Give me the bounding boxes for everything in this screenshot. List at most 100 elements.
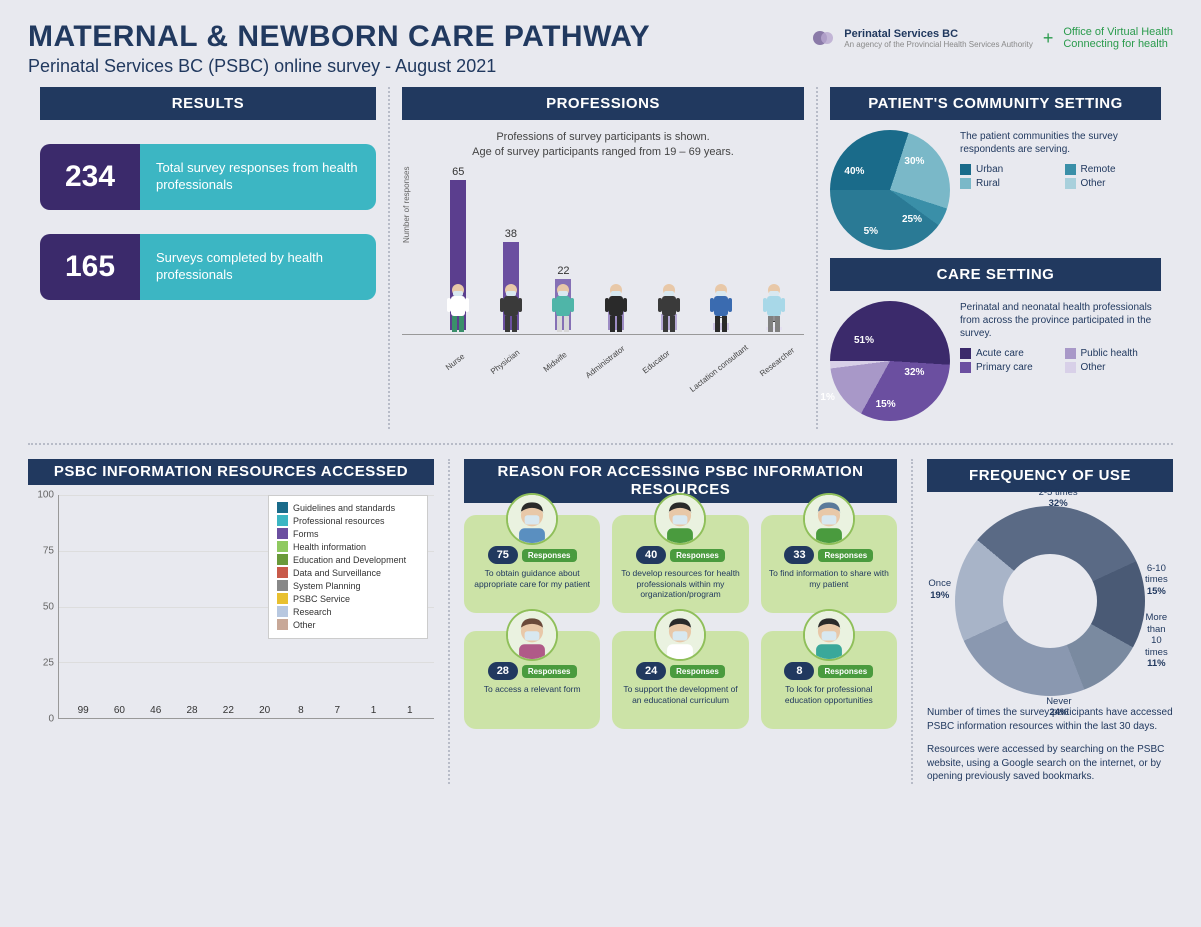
legend-item: Forms [277,528,419,539]
legend-item: Education and Development [277,554,419,565]
legend-item: PSBC Service [277,593,419,604]
stat-num: 234 [40,144,140,210]
professions-y-axis: Number of responses [402,167,411,243]
profession-bar: 22 [537,265,590,334]
reason-text: To develop resources for health professi… [620,568,740,600]
legend-item: Other [1065,362,1162,373]
professions-section: PROFESSIONS Professions of survey partic… [388,87,818,429]
avatar-icon [506,493,558,545]
reasons-section: REASON FOR ACCESSING PSBC INFORMATION RE… [448,459,913,784]
legend-item: Professional resources [277,515,419,526]
pie-slice-label: 32% [904,367,924,378]
community-chart: 30%25%5%40% The patient communities the … [830,130,1161,250]
person-icon [598,282,634,334]
legend-item: Remote [1065,164,1162,175]
resource-bar: 60 [103,705,135,718]
reason-card: 75 Responses To obtain guidance about ap… [464,515,600,613]
stat-pill-0: 234 Total survey responses from health p… [40,144,376,210]
settings-column: PATIENT'S COMMUNITY SETTING 30%25%5%40% … [818,87,1173,429]
reason-count: 8 [784,662,814,680]
resource-bar: 7 [321,705,353,718]
results-section: RESULTS 234 Total survey responses from … [28,87,388,429]
legend-item: Urban [960,164,1057,175]
resource-bar: 46 [140,705,172,718]
care-pie: 51%32%15%1% [830,301,950,421]
stat-text: Surveys completed by health professional… [140,234,376,300]
reason-card: 8 Responses To look for professional edu… [761,631,897,729]
resource-bar: 99 [67,705,99,718]
profession-bar: 1 [747,313,800,333]
donut-label: Never24% [1046,696,1071,719]
community-side: The patient communities the survey respo… [960,130,1161,250]
bottom-row: PSBC INFORMATION RESOURCES ACCESSED 0255… [28,443,1173,784]
reason-text: To look for professional education oppor… [769,684,889,705]
person-icon [756,282,792,334]
resource-bar: 8 [285,705,317,718]
person-icon [651,282,687,334]
legend-item: Guidelines and standards [277,502,419,513]
community-pie: 30%25%5%40% [830,130,950,250]
person-icon [703,282,739,334]
legend-item: Public health [1065,348,1162,359]
resources-chart: 0255075100 99 60 46 28 22 20 8 7 [28,495,434,735]
stat-pill-1: 165 Surveys completed by health professi… [40,234,376,300]
professions-x-labels: NursePhysicianMidwifeAdministratorEducat… [402,339,804,348]
pie-slice-label: 51% [854,335,874,346]
responses-label: Responses [522,549,577,562]
stat-num: 165 [40,234,140,300]
reason-text: To support the development of an educati… [620,684,740,705]
psbc-logo-text: Perinatal Services BC An agency of the P… [844,28,1033,49]
responses-label: Responses [522,665,577,678]
legend-item: Health information [277,541,419,552]
responses-label: Responses [670,665,725,678]
profession-bar: 65 [432,166,485,334]
reason-count: 33 [784,546,814,564]
person-icon [545,282,581,334]
reason-card: 28 Responses To access a relevant form [464,631,600,729]
pie-slice-label: 1% [820,392,834,403]
profession-bar: 38 [485,228,538,334]
reason-count: 28 [488,662,518,680]
responses-label: Responses [818,549,873,562]
care-chart: 51%32%15%1% Perinatal and neonatal healt… [830,301,1161,421]
resource-bar: 1 [357,705,389,718]
frequency-donut: 2-5 times32%6-10 times15%More than 10 ti… [955,506,1145,696]
frequency-text2: Resources were accessed by searching on … [927,743,1173,784]
frequency-section: FREQUENCY OF USE 2-5 times32%6-10 times1… [913,459,1173,784]
legend-item: Primary care [960,362,1057,373]
logos: Perinatal Services BC An agency of the P… [812,20,1173,50]
reason-card: 40 Responses To develop resources for he… [612,515,748,613]
reason-text: To find information to share with my pat… [769,568,889,589]
profession-bar: 7 [642,300,695,334]
donut-label: 2-5 times32% [1039,487,1078,510]
person-icon [493,282,529,334]
legend-item: System Planning [277,580,419,591]
legend-item: Other [1065,178,1162,189]
donut-label: 6-10 times15% [1145,563,1168,597]
professions-title: PROFESSIONS [402,87,804,120]
resources-title: PSBC INFORMATION RESOURCES ACCESSED [28,459,434,485]
resources-section: PSBC INFORMATION RESOURCES ACCESSED 0255… [28,459,448,784]
psbc-logo-icon [812,27,834,49]
donut-label: Once19% [928,578,951,601]
resource-bar: 1 [394,705,426,718]
legend-item: Data and Surveillance [277,567,419,578]
resource-bar: 22 [212,705,244,718]
subtitle: Perinatal Services BC (PSBC) online surv… [28,56,650,77]
resources-legend: Guidelines and standards Professional re… [268,495,428,639]
resource-bar: 20 [248,705,280,718]
professions-desc: Professions of survey participants is sh… [402,130,804,161]
responses-label: Responses [670,549,725,562]
responses-label: Responses [818,665,873,678]
reason-card: 33 Responses To find information to shar… [761,515,897,613]
title-block: MATERNAL & NEWBORN CARE PATHWAY Perinata… [28,20,650,77]
care-title: CARE SETTING [830,258,1161,291]
avatar-icon [654,609,706,661]
ovh-logo-text: Office of Virtual Health Connecting for … [1063,26,1173,50]
main-title: MATERNAL & NEWBORN CARE PATHWAY [28,20,650,54]
pie-slice-label: 5% [864,226,878,237]
avatar-icon [803,609,855,661]
pie-slice-label: 25% [902,214,922,225]
reason-count: 24 [636,662,666,680]
resource-bar: 28 [176,705,208,718]
